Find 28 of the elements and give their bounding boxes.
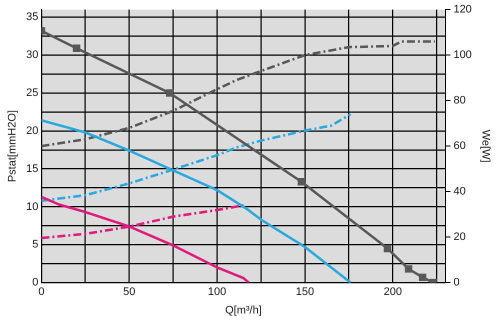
y2-tick-label: 80: [453, 94, 466, 107]
y-tick-label: 15: [26, 162, 38, 175]
y-axis-title: Pstat[mmH2O]: [6, 110, 19, 182]
y-tick-label: 0: [32, 276, 38, 289]
point: [298, 178, 306, 186]
point: [418, 274, 426, 282]
y-tick-label: 30: [26, 49, 38, 62]
y2-tick-label: 120: [453, 4, 472, 16]
x-tick-label: 50: [123, 286, 136, 298]
x-tick-label: 150: [296, 286, 314, 298]
y-tick-label: 25: [26, 87, 38, 100]
point: [404, 265, 412, 273]
point: [166, 89, 174, 97]
x-tick-label: 100: [208, 286, 226, 298]
y2-tick-label: 60: [453, 140, 466, 152]
y-tick-label: 35: [26, 11, 38, 24]
y2-tick-label: 20: [453, 231, 466, 244]
y2-tick-label: 100: [453, 49, 472, 62]
point: [72, 44, 80, 52]
x-tick-label: 200: [384, 286, 402, 298]
y2-tick-label: 0: [453, 276, 460, 289]
y2-axis-title: We[W]: [479, 130, 492, 162]
x-axis-title: Q[m³/h]: [225, 304, 262, 316]
y2-tick-label: 40: [453, 186, 466, 198]
y-tick-label: 20: [26, 124, 38, 137]
point: [384, 244, 392, 252]
y-tick-label: 10: [26, 200, 38, 213]
y-tick-label: 5: [32, 238, 38, 251]
